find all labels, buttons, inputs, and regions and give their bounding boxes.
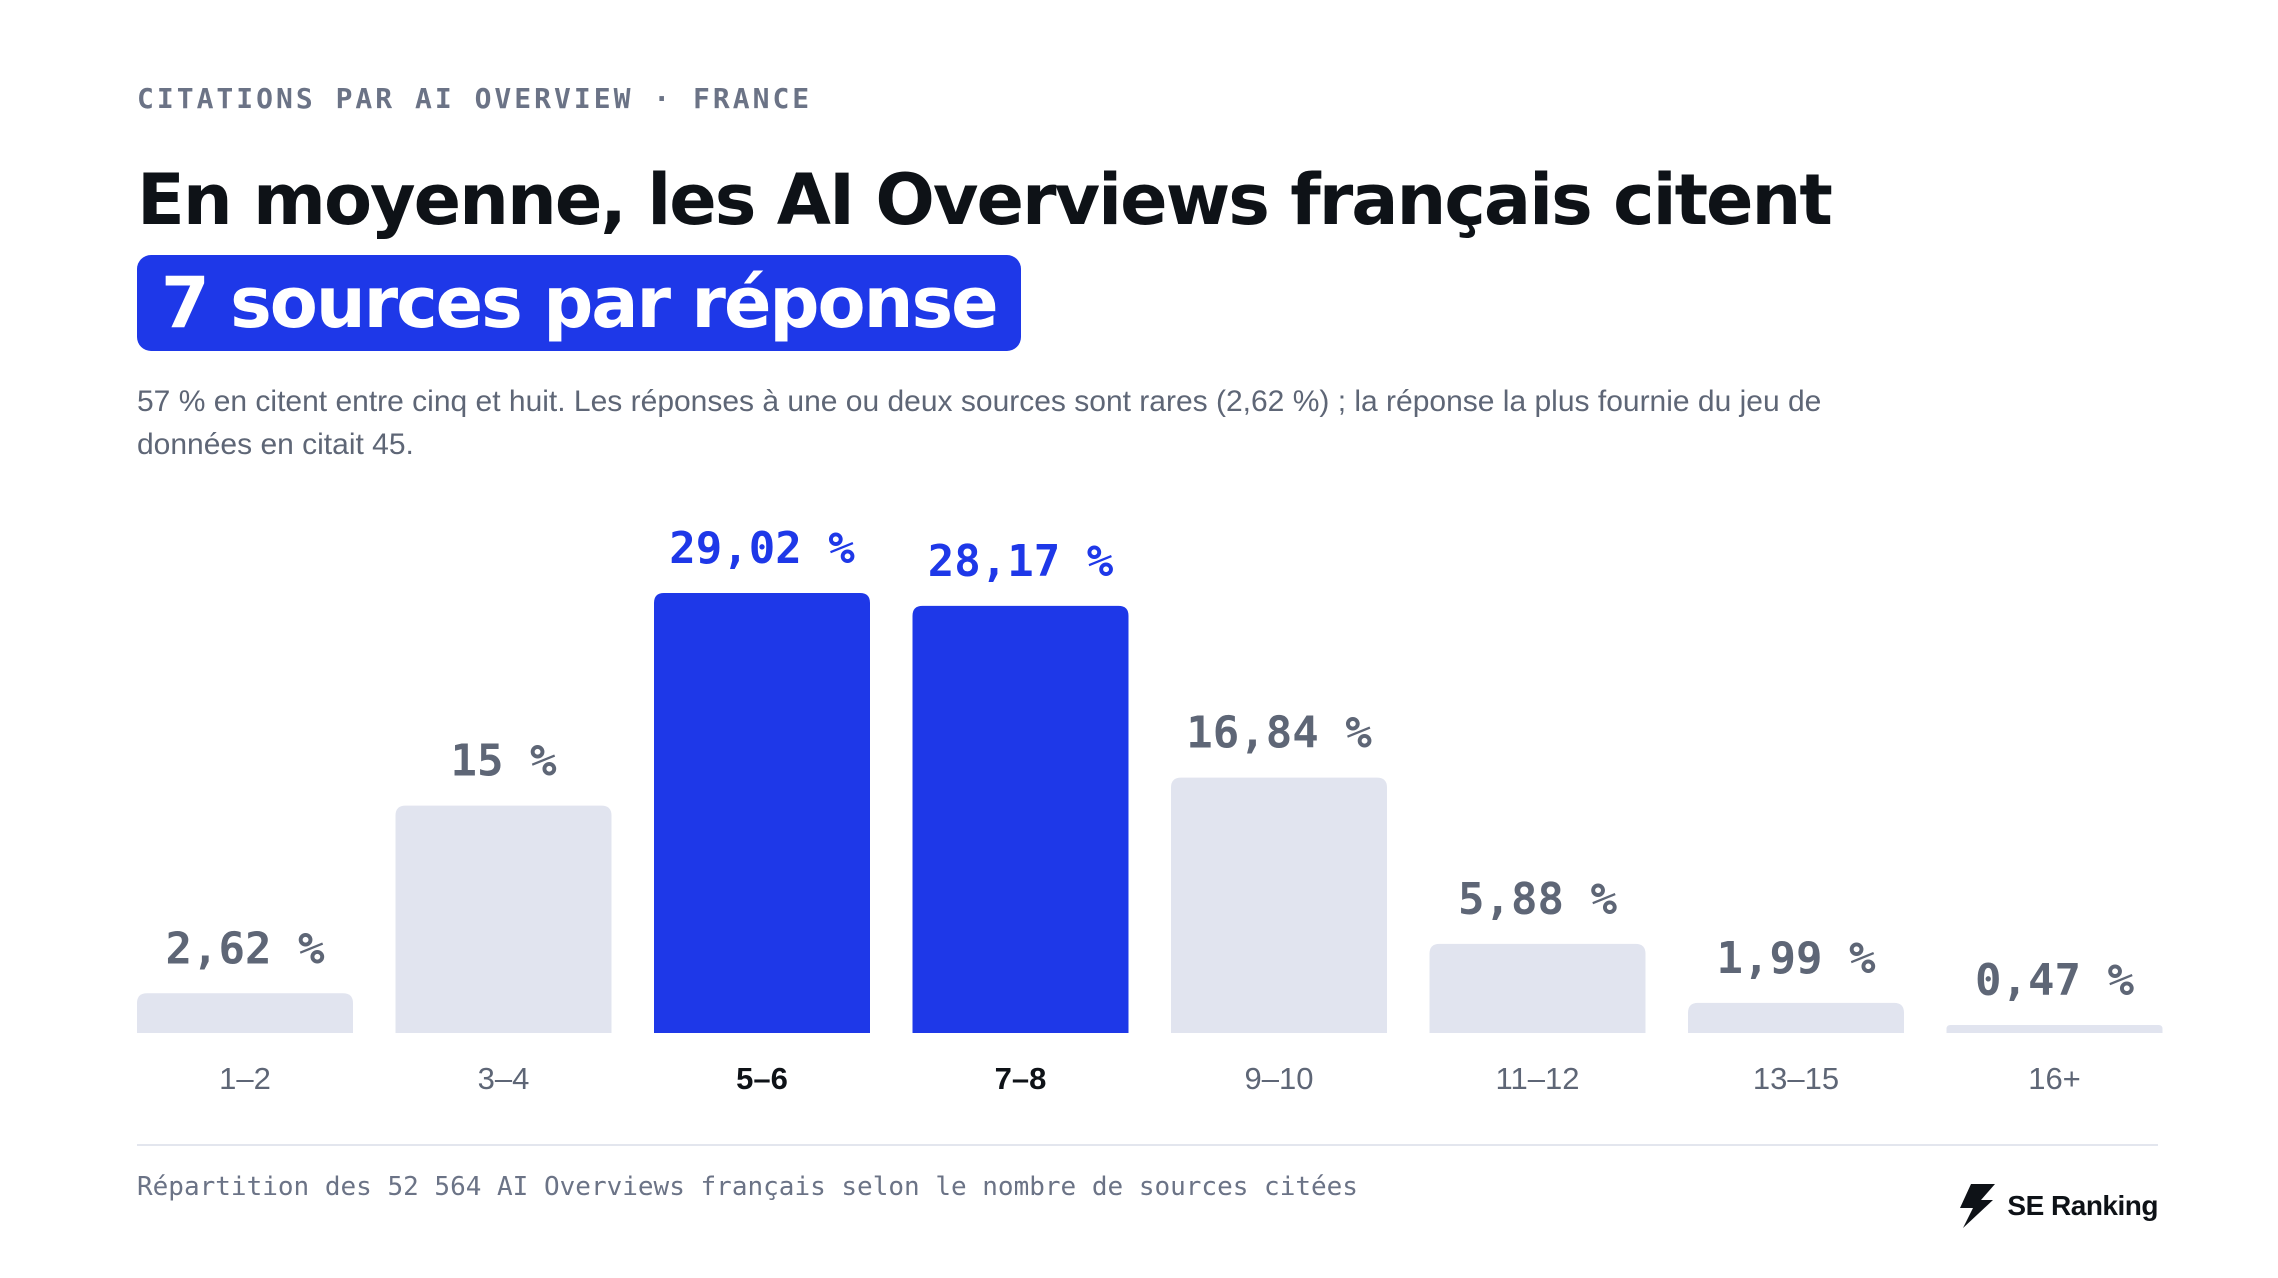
category-label: 3–4 — [478, 1061, 530, 1096]
bar-1–2 — [137, 993, 353, 1033]
value-label: 15 % — [451, 736, 557, 787]
category-label: 13–15 — [1753, 1061, 1839, 1096]
category-label: 9–10 — [1245, 1061, 1314, 1096]
bar-5–6 — [654, 593, 870, 1033]
value-label: 28,17 % — [928, 536, 1114, 587]
bar-11–12 — [1429, 943, 1646, 1033]
headline-highlight: 7 sources par réponse — [137, 255, 1021, 351]
category-label: 7–8 — [995, 1061, 1047, 1096]
value-label: 16,84 % — [1186, 708, 1372, 759]
category-label: 1–2 — [219, 1061, 271, 1096]
category-label: 11–12 — [1496, 1061, 1580, 1096]
brand-name: SE Ranking — [2007, 1190, 2158, 1221]
chart-eyebrow: CITATIONS PAR AI OVERVIEW · FRANCE — [137, 82, 813, 115]
chart-caption: Répartition des 52 564 AI Overviews fran… — [137, 1172, 1358, 1202]
category-label: 5–6 — [736, 1061, 788, 1096]
value-label: 29,02 % — [669, 523, 855, 574]
footer-divider — [137, 1144, 2158, 1146]
value-label: 1,99 % — [1717, 933, 1876, 984]
value-label: 5,88 % — [1458, 874, 1617, 925]
bar-16+ — [1946, 1025, 2163, 1033]
chart-headline: En moyenne, les AI Overviews français ci… — [137, 159, 1833, 241]
se-ranking-bolt-icon — [1960, 1184, 1996, 1228]
category-label: 16+ — [2028, 1061, 2081, 1096]
chart-subtitle: 57 % en citent entre cinq et huit. Les r… — [137, 385, 1822, 461]
value-label: 0,47 % — [1975, 955, 2134, 1006]
value-label: 2,62 % — [166, 923, 325, 974]
bar-9–10 — [1171, 777, 1387, 1033]
bar-13–15 — [1688, 1002, 1904, 1033]
bar-7–8 — [912, 605, 1129, 1033]
bar-3–4 — [395, 805, 612, 1033]
brand-logo: SE Ranking — [1957, 1183, 2158, 1229]
